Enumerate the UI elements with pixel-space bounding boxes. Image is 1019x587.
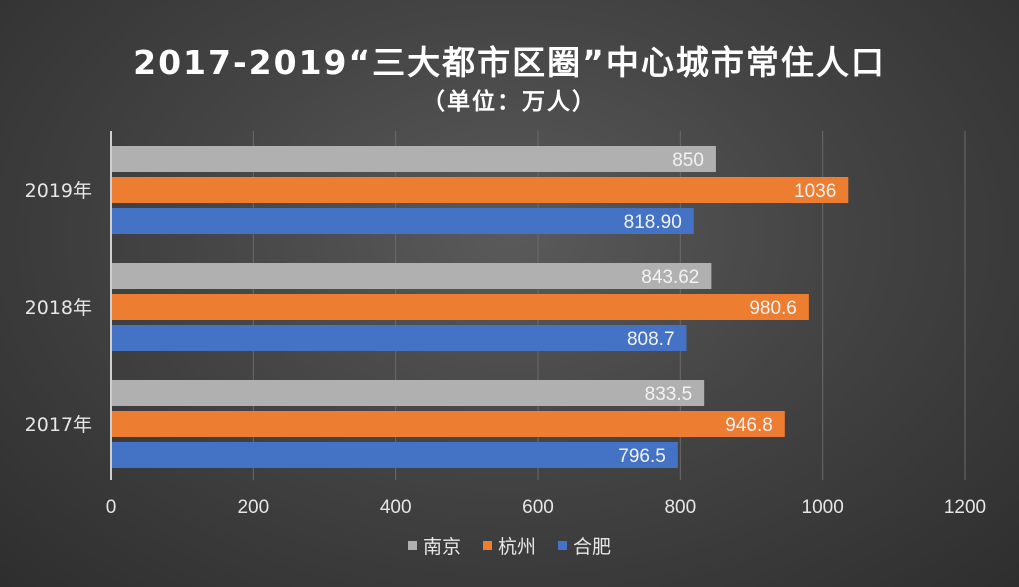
bar-南京-2017年 [111,380,705,406]
bar-杭州-2017年 [111,411,785,437]
legend: 南京 杭州 合肥 [0,532,1019,559]
bars: 850 1036 818.90 843.62 980.6 808.7 833.5 946.8 7… [111,146,849,468]
bar-合肥-2019年 [111,208,694,234]
x-tick-label: 400 [380,497,412,518]
legend-label: 南京 [422,536,461,558]
x-tick-label: 0 [106,497,117,518]
category-label: 2017年 [25,414,92,436]
category-label: 2019年 [25,180,92,202]
legend-swatch [482,541,492,550]
bar-合肥-2017年 [111,442,678,468]
bar-杭州-2019年 [111,177,849,203]
legend-item: 合肥 [558,532,611,559]
data-label: 1036 [794,181,836,202]
legend-label: 合肥 [573,536,612,558]
legend-item: 南京 [407,532,461,559]
bar-南京-2018年 [111,263,712,289]
legend-swatch [407,541,417,550]
x-tick-label: 200 [237,497,269,518]
x-tick-label: 600 [522,497,554,518]
data-label: 818.90 [624,212,682,233]
legend-item: 杭州 [482,532,536,559]
legend-swatch [558,541,567,550]
chart-subtitle: （单位：万人） [422,89,597,115]
x-tick-label: 1000 [802,497,844,518]
data-label: 946.8 [725,415,773,436]
axes: 0 200 400 600 800 1000 1200 2019年 2018年 2017年 [25,131,986,518]
data-label: 850 [672,150,704,171]
x-tick-label: 1200 [944,497,986,518]
data-label: 843.62 [641,267,699,288]
data-label: 833.5 [645,384,693,405]
data-label: 980.6 [749,298,797,319]
bar-合肥-2018年 [111,325,687,351]
bar-南京-2019年 [111,146,716,172]
x-tick-label: 800 [664,497,696,518]
bar-杭州-2018年 [111,294,809,320]
category-label: 2018年 [25,297,92,319]
chart-title: 2017-2019“三大都市区圈”中心城市常住人口 [133,43,886,82]
data-label: 808.7 [627,329,675,350]
legend-label: 杭州 [497,536,536,558]
data-label: 796.5 [618,446,666,467]
